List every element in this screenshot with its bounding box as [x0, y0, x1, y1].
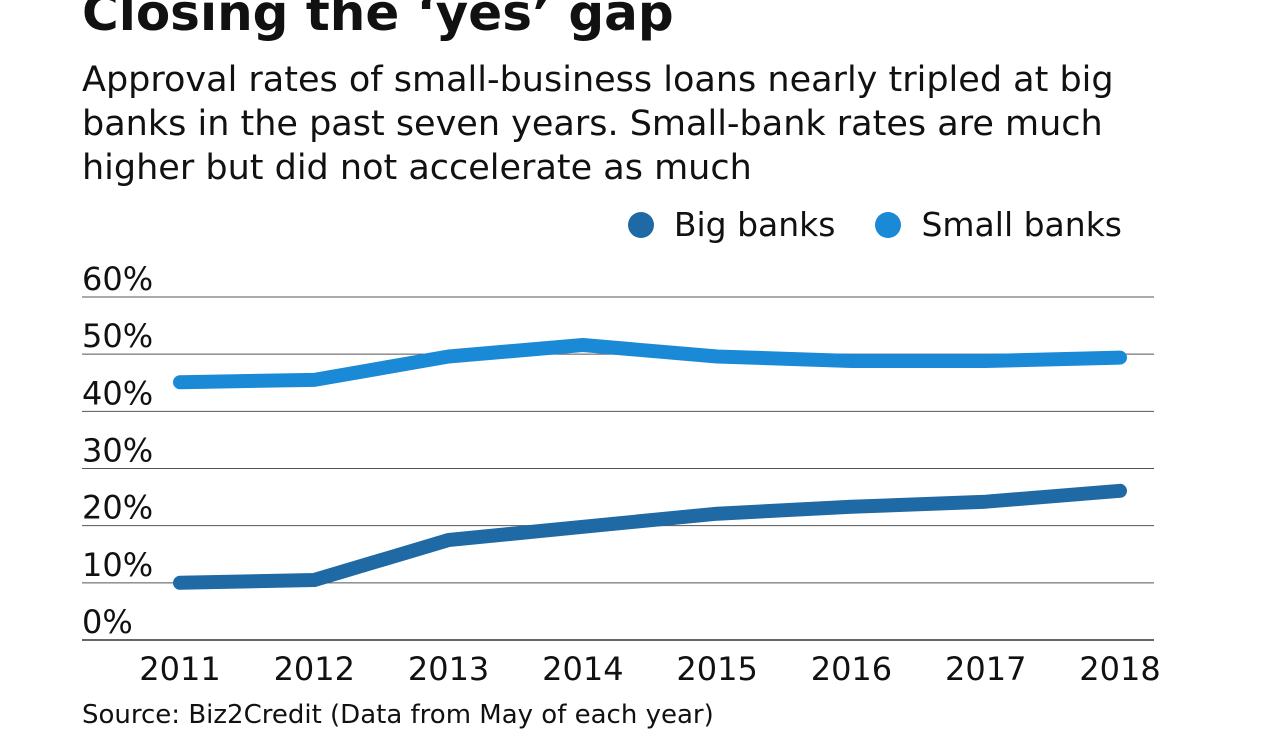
legend-label-big-banks: Big banks — [673, 205, 836, 244]
y-tick-label-0-pct: 0% — [82, 603, 133, 641]
legend-item-small-banks: Small banks — [875, 205, 1122, 244]
x-tick-label-2017: 2017 — [945, 650, 1026, 688]
x-tick-label-2013: 2013 — [408, 650, 489, 688]
legend-marker-big-banks — [627, 211, 654, 238]
legend-marker-small-banks — [875, 211, 902, 238]
y-tick-label-50-pct: 50% — [82, 317, 153, 355]
series-line-big-banks — [173, 483, 1127, 590]
y-tick-label-40-pct: 40% — [82, 374, 153, 412]
legend-item-big-banks: Big banks — [627, 205, 836, 244]
x-tick-label-2011: 2011 — [139, 650, 220, 688]
x-tick-label-2014: 2014 — [542, 650, 623, 688]
x-tick-label-2012: 2012 — [274, 650, 355, 688]
legend: Big banks Small banks — [588, 205, 1122, 244]
x-tick-label-2016: 2016 — [811, 650, 892, 688]
legend-label-small-banks: Small banks — [921, 205, 1122, 244]
y-tick-label-20-pct: 20% — [82, 489, 153, 527]
x-tick-label-2018: 2018 — [1079, 650, 1160, 688]
x-axis-labels: 2011 2012 2013 2014 2015 2016 2017 2018 — [139, 650, 1160, 688]
series-lines — [173, 338, 1127, 590]
source-note: Source: Biz2Credit (Data from May of eac… — [82, 700, 714, 730]
series-line-small-banks — [173, 338, 1127, 390]
y-tick-label-30-pct: 30% — [82, 432, 153, 470]
x-tick-label-2015: 2015 — [676, 650, 757, 688]
y-axis-labels: 0% 10% 20% 30% 40% 50% 60% — [82, 260, 153, 641]
y-tick-label-60-pct: 60% — [82, 260, 153, 298]
chart-title: Closing the ‘yes’ gap — [82, 0, 674, 42]
chart-subtitle: Approval rates of small-business loans n… — [82, 60, 1114, 188]
y-tick-label-10-pct: 10% — [82, 546, 153, 584]
